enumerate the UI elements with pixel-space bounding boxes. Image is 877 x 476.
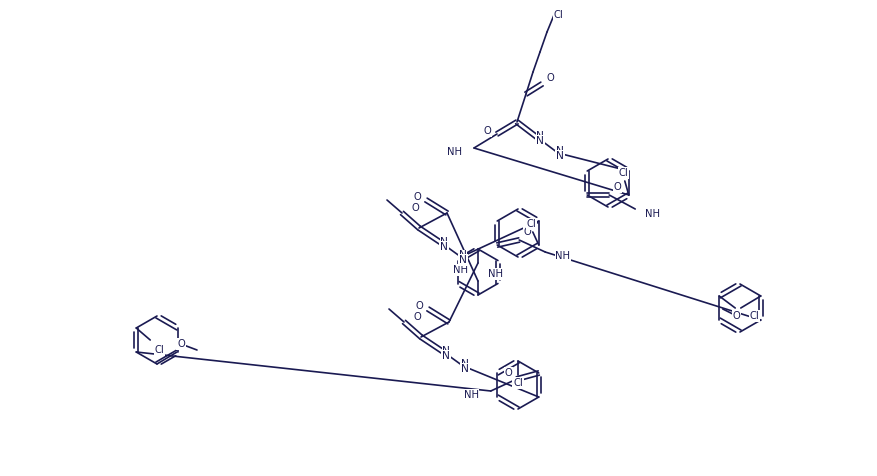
Text: O: O xyxy=(524,227,531,237)
Text: N: N xyxy=(536,131,544,141)
Text: O: O xyxy=(505,368,513,378)
Text: O: O xyxy=(483,126,491,136)
Text: O: O xyxy=(412,203,420,213)
Text: O: O xyxy=(546,73,554,83)
Text: O: O xyxy=(733,311,741,321)
Text: O: O xyxy=(524,227,531,237)
Text: NH: NH xyxy=(555,251,570,261)
Text: NH: NH xyxy=(464,390,479,400)
Text: O: O xyxy=(412,203,420,213)
Text: O: O xyxy=(414,312,422,322)
Text: N: N xyxy=(440,242,448,252)
Text: NH: NH xyxy=(447,147,462,157)
Text: O: O xyxy=(483,126,491,136)
Text: Cl: Cl xyxy=(619,168,629,178)
Text: Cl: Cl xyxy=(527,219,537,229)
Text: Cl: Cl xyxy=(154,345,164,355)
Text: N: N xyxy=(440,237,448,247)
Text: N: N xyxy=(461,359,469,369)
Text: Cl: Cl xyxy=(554,10,564,20)
Text: O: O xyxy=(505,368,513,378)
Text: N: N xyxy=(556,146,564,156)
Text: O: O xyxy=(413,192,421,202)
Text: O: O xyxy=(177,339,185,349)
Text: N: N xyxy=(442,351,450,361)
Text: NH: NH xyxy=(464,390,479,400)
Text: NH: NH xyxy=(645,209,660,219)
Text: O: O xyxy=(415,301,423,311)
Text: NH: NH xyxy=(488,269,503,279)
Text: O: O xyxy=(177,339,185,349)
Text: N: N xyxy=(461,364,469,374)
Text: NH: NH xyxy=(453,265,468,275)
Text: Cl: Cl xyxy=(619,168,629,178)
Text: O: O xyxy=(613,182,621,192)
Text: O: O xyxy=(613,182,621,192)
Text: N: N xyxy=(556,151,564,161)
Text: N: N xyxy=(442,346,450,356)
Text: N: N xyxy=(459,255,467,265)
Text: N: N xyxy=(536,136,544,146)
Text: NH: NH xyxy=(488,269,503,279)
Text: Cl: Cl xyxy=(513,378,523,388)
Text: O: O xyxy=(414,312,422,322)
Text: O: O xyxy=(415,301,423,311)
Text: Cl: Cl xyxy=(154,345,164,355)
Text: N: N xyxy=(459,250,467,260)
Text: Cl: Cl xyxy=(513,378,523,388)
Text: O: O xyxy=(733,311,741,321)
Text: NH: NH xyxy=(453,265,468,275)
Text: Cl: Cl xyxy=(749,311,759,321)
Text: Cl: Cl xyxy=(527,219,537,229)
Text: Cl: Cl xyxy=(554,10,564,20)
Text: Cl: Cl xyxy=(749,311,759,321)
Text: O: O xyxy=(413,192,421,202)
Text: NH: NH xyxy=(447,147,462,157)
Text: NH: NH xyxy=(645,209,660,219)
Text: O: O xyxy=(546,73,554,83)
Text: NH: NH xyxy=(555,251,570,261)
